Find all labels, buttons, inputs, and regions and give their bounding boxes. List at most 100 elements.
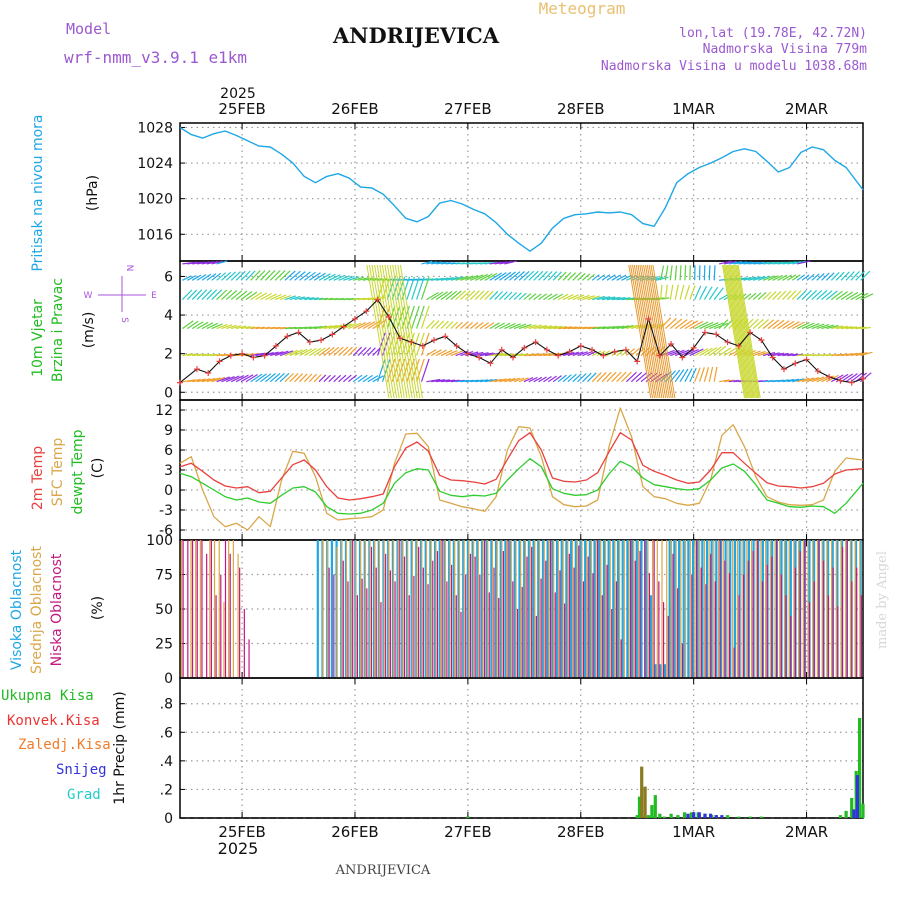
wind-gust-barb bbox=[384, 264, 408, 399]
wind-barb bbox=[572, 294, 585, 301]
wind-barb bbox=[835, 271, 845, 281]
wind-barb bbox=[577, 294, 590, 301]
wind-barb bbox=[192, 378, 206, 383]
total-precip-bar bbox=[759, 816, 763, 818]
wind-barb bbox=[508, 292, 518, 301]
wind-barb bbox=[664, 317, 677, 330]
wind-barb bbox=[796, 377, 810, 383]
wind-barb bbox=[621, 371, 632, 383]
temp-dew-label: dewpt Temp bbox=[70, 429, 86, 514]
wind-barb bbox=[221, 289, 233, 301]
wind-barb bbox=[699, 321, 714, 330]
wind-barb bbox=[186, 289, 198, 301]
wind-barb bbox=[435, 320, 445, 330]
wind-direction-legend: N S W E bbox=[84, 265, 158, 324]
wind-barb bbox=[489, 322, 500, 330]
wind-speed-marker bbox=[600, 352, 607, 359]
wind-barb bbox=[328, 274, 341, 281]
wind-barb bbox=[274, 372, 285, 383]
wind-barb bbox=[552, 271, 562, 281]
wind-barb bbox=[191, 321, 204, 330]
wind-speed-marker bbox=[848, 379, 855, 386]
y-tick-label: 0 bbox=[164, 385, 173, 401]
wind-barb bbox=[533, 270, 544, 281]
wind-barb bbox=[196, 321, 209, 330]
wind-barb bbox=[611, 371, 622, 383]
wind-barb bbox=[206, 322, 219, 330]
wind-barb bbox=[835, 291, 848, 301]
wind-barb bbox=[240, 291, 253, 301]
wind-barb bbox=[279, 270, 291, 281]
wind-barb bbox=[318, 297, 329, 301]
wind-speed-marker bbox=[306, 339, 313, 346]
total-precip-bar bbox=[737, 816, 741, 818]
wind-barb bbox=[538, 325, 553, 330]
wind-barb bbox=[552, 293, 564, 301]
wind-barb bbox=[591, 372, 602, 383]
wind-barb bbox=[806, 323, 820, 330]
wind-barb bbox=[416, 305, 425, 329]
wind-barb bbox=[821, 324, 834, 330]
wind-barb bbox=[562, 294, 574, 301]
wind-barb bbox=[431, 277, 444, 281]
wind-label-2: Brzina i Pravac bbox=[50, 278, 66, 382]
wind-gust-barb bbox=[734, 264, 758, 399]
wind-barb bbox=[250, 270, 261, 281]
y-tick-label: .8 bbox=[160, 697, 173, 713]
wind-barb bbox=[777, 379, 789, 383]
wind-barb bbox=[850, 352, 863, 357]
wind-barb bbox=[318, 374, 327, 383]
wind-barb bbox=[323, 324, 338, 330]
wind-barb bbox=[474, 322, 484, 330]
wind-barb bbox=[513, 271, 525, 281]
wind-barb bbox=[406, 276, 415, 300]
wind-barb bbox=[796, 289, 807, 301]
wind-barb bbox=[528, 324, 542, 330]
wind-barb bbox=[274, 270, 286, 281]
wind-barb bbox=[216, 260, 228, 265]
wind-barb bbox=[484, 378, 498, 383]
wind-barb bbox=[811, 323, 825, 330]
wind-barb bbox=[831, 325, 844, 330]
y-tick-label: .6 bbox=[160, 725, 173, 741]
wind-barb bbox=[347, 374, 357, 383]
wind-barb bbox=[435, 349, 447, 357]
snow-bar bbox=[697, 812, 701, 818]
wind-barb bbox=[391, 276, 401, 300]
wind-barb bbox=[596, 274, 605, 281]
temp-2m-label: 2m Temp bbox=[30, 446, 46, 510]
wind-barb bbox=[684, 285, 691, 300]
wind-barb bbox=[216, 289, 228, 301]
wind-barb bbox=[543, 325, 558, 330]
wind-barb bbox=[186, 320, 199, 330]
wind-barb bbox=[567, 272, 577, 281]
wind-barb bbox=[855, 292, 869, 301]
wind-speed-marker bbox=[205, 369, 212, 376]
y-tick-label: 1020 bbox=[137, 192, 173, 208]
wind-speed-marker bbox=[713, 331, 720, 338]
wind-barb bbox=[430, 291, 444, 301]
wind-barb bbox=[792, 260, 806, 265]
wind-barb bbox=[460, 275, 474, 281]
wind-barb bbox=[713, 366, 718, 382]
wind-barb bbox=[601, 274, 611, 281]
precip-unit: 1hr Precip (mm) bbox=[112, 691, 128, 804]
wind-speed-marker bbox=[724, 339, 731, 346]
wind-barb bbox=[323, 297, 334, 301]
wind-barb bbox=[679, 265, 682, 281]
wind-barb bbox=[216, 376, 231, 383]
cloud-low-label: Niska Oblacnost bbox=[49, 553, 65, 666]
wind-barb bbox=[577, 373, 587, 383]
frozen-precip-bar bbox=[643, 786, 647, 818]
wind-barb bbox=[338, 374, 347, 383]
wind-barb bbox=[762, 291, 772, 301]
wind-speed-marker bbox=[284, 333, 291, 340]
wind-speed-marker bbox=[351, 315, 358, 322]
pressure-panel: 1016 1020 1024 1028 bbox=[137, 120, 864, 262]
wind-barb bbox=[411, 305, 420, 329]
wind-barb bbox=[479, 379, 493, 383]
wind-barb bbox=[518, 377, 529, 383]
wind-barb bbox=[582, 372, 592, 383]
wind-barb bbox=[348, 276, 360, 281]
wind-barb bbox=[689, 265, 691, 281]
